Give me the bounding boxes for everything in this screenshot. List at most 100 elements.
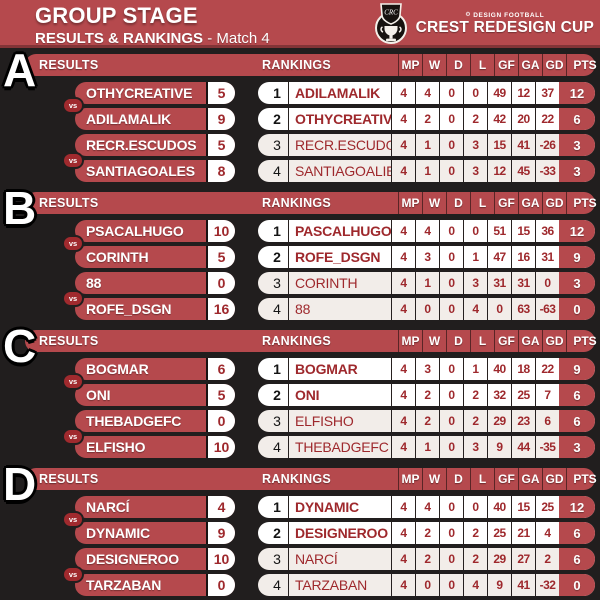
stat-d: 0 xyxy=(439,82,463,104)
stat-d: 0 xyxy=(439,134,463,156)
stat-pts: 3 xyxy=(559,134,595,156)
ranking-team-name: NARCÍ xyxy=(288,548,391,570)
vs-badge: vs xyxy=(62,235,84,252)
table-row: BOGMAR 6 1 BOGMAR 4 3 0 1 40 18 22 9 xyxy=(75,358,600,380)
group-letter: A xyxy=(3,44,36,96)
column-header-mp: MP xyxy=(398,330,422,352)
stat-gd: 6 xyxy=(535,410,559,432)
rank-number: 1 xyxy=(273,85,281,101)
stat-l: 1 xyxy=(463,246,487,268)
ranking-team-name: 88 xyxy=(288,298,391,320)
stat-gf: 51 xyxy=(487,220,511,242)
column-header-pts: PTS xyxy=(566,192,600,214)
column-header-gd: GD xyxy=(542,468,566,490)
team-name: RECR.ESCUDOS xyxy=(86,137,197,153)
table-row: ELFISHO 10 4 THEBADGEFC 4 1 0 3 9 44 -35… xyxy=(75,436,600,458)
match-result: ONI 5 xyxy=(75,384,235,406)
group-rows: vs vs PSACALHUGO 10 1 PASCALHUGO 4 4 0 0… xyxy=(0,220,600,320)
match-result: THEBADGEFC 0 xyxy=(75,410,235,432)
rank-number: 4 xyxy=(273,439,281,455)
stat-gf: 12 xyxy=(487,160,511,182)
stat-gf: 49 xyxy=(487,82,511,104)
vs-badge: vs xyxy=(62,428,84,445)
team-score: 4 xyxy=(206,496,235,518)
table-row: OTHYCREATIVE 5 1 ADILAMALIK 4 4 0 0 49 1… xyxy=(75,82,600,104)
ranking-row: 4 TARZABAN 4 0 0 4 9 41 -32 0 xyxy=(258,574,595,596)
rankings-header: RANKINGS xyxy=(262,472,332,486)
ranking-team-name: PASCALHUGO xyxy=(288,220,391,242)
stat-pts: 0 xyxy=(559,574,595,596)
stat-pts: 12 xyxy=(559,220,595,242)
team-score: 16 xyxy=(206,298,235,320)
team-name: DESIGNEROO xyxy=(86,551,179,567)
stat-l: 2 xyxy=(463,410,487,432)
team-score: 6 xyxy=(206,358,235,380)
ranking-team-name: ADILAMALIK xyxy=(288,82,391,104)
match-result: CORINTH 5 xyxy=(75,246,235,268)
stat-gf: 47 xyxy=(487,246,511,268)
ranking-team-name: TARZABAN xyxy=(288,574,391,596)
page-subtitle: RESULTS & RANKINGS - Match 4 xyxy=(35,30,270,47)
rank-number: 1 xyxy=(273,499,281,515)
ranking-row: 4 SANTIAGOALIES 4 1 0 3 12 45 -33 3 xyxy=(258,160,595,182)
stat-pts: 6 xyxy=(559,384,595,406)
stat-d: 0 xyxy=(439,436,463,458)
stat-w: 3 xyxy=(415,246,439,268)
match-result: BOGMAR 6 xyxy=(75,358,235,380)
ranking-row: 3 CORINTH 4 1 0 3 31 31 0 3 xyxy=(258,272,595,294)
stat-ga: 18 xyxy=(511,358,535,380)
stat-gf: 32 xyxy=(487,384,511,406)
stat-mp: 4 xyxy=(391,522,415,544)
stat-w: 1 xyxy=(415,436,439,458)
brand-small-label: DESIGN FOOTBALL xyxy=(473,11,545,19)
stat-pts: 3 xyxy=(559,436,595,458)
column-header-ga: GA xyxy=(518,192,542,214)
stat-w: 1 xyxy=(415,134,439,156)
stat-gd: 2 xyxy=(535,548,559,570)
ranking-row: 1 ADILAMALIK 4 4 0 0 49 12 37 12 xyxy=(258,82,595,104)
vs-badge: vs xyxy=(62,566,84,583)
vs-badge: vs xyxy=(62,97,84,114)
stat-d: 0 xyxy=(439,358,463,380)
team-name: TARZABAN xyxy=(86,577,162,593)
stat-l: 2 xyxy=(463,548,487,570)
stat-gd: 0 xyxy=(535,272,559,294)
stat-l: 3 xyxy=(463,436,487,458)
stat-pts: 6 xyxy=(559,410,595,432)
vs-badge: vs xyxy=(62,152,84,169)
column-header-gf: GF xyxy=(494,54,518,76)
stat-d: 0 xyxy=(439,574,463,596)
stat-ga: 20 xyxy=(511,108,535,130)
table-row: THEBADGEFC 0 3 ELFISHO 4 2 0 2 29 23 6 6 xyxy=(75,410,600,432)
stat-mp: 4 xyxy=(391,246,415,268)
table-row: ADILAMALIK 9 2 OTHYCREATIVE 4 2 0 2 42 2… xyxy=(75,108,600,130)
stat-gf: 9 xyxy=(487,574,511,596)
table-row: ONI 5 2 ONI 4 2 0 2 32 25 7 6 xyxy=(75,384,600,406)
brand-small-line: ⚙ DESIGN FOOTBALL xyxy=(465,12,544,19)
stat-l: 4 xyxy=(463,298,487,320)
column-header-pts: PTS xyxy=(566,330,600,352)
group-rows: vs vs BOGMAR 6 1 BOGMAR 4 3 0 1 40 18 22 xyxy=(0,358,600,458)
column-header-mp: MP xyxy=(398,468,422,490)
stat-pts: 9 xyxy=(559,246,595,268)
stat-mp: 4 xyxy=(391,384,415,406)
stat-pts: 3 xyxy=(559,272,595,294)
column-header-pts: PTS xyxy=(566,468,600,490)
ranking-row: 2 ROFE_DSGN 4 3 0 1 47 16 31 9 xyxy=(258,246,595,268)
stat-w: 0 xyxy=(415,574,439,596)
table-row: PSACALHUGO 10 1 PASCALHUGO 4 4 0 0 51 15… xyxy=(75,220,600,242)
match-result: TARZABAN 0 xyxy=(75,574,235,596)
column-header-d: D xyxy=(446,192,470,214)
rank-number: 4 xyxy=(273,301,281,317)
column-header-gd: GD xyxy=(542,330,566,352)
ranking-team-name: OTHYCREATIVE xyxy=(288,108,391,130)
stat-d: 0 xyxy=(439,272,463,294)
team-name: ELFISHO xyxy=(86,439,146,455)
column-header-l: L xyxy=(470,54,494,76)
vs-badge: vs xyxy=(62,290,84,307)
stat-w: 2 xyxy=(415,522,439,544)
stat-gf: 29 xyxy=(487,410,511,432)
ranking-row: 1 PASCALHUGO 4 4 0 0 51 15 36 12 xyxy=(258,220,595,242)
stat-gd: 4 xyxy=(535,522,559,544)
stat-d: 0 xyxy=(439,160,463,182)
